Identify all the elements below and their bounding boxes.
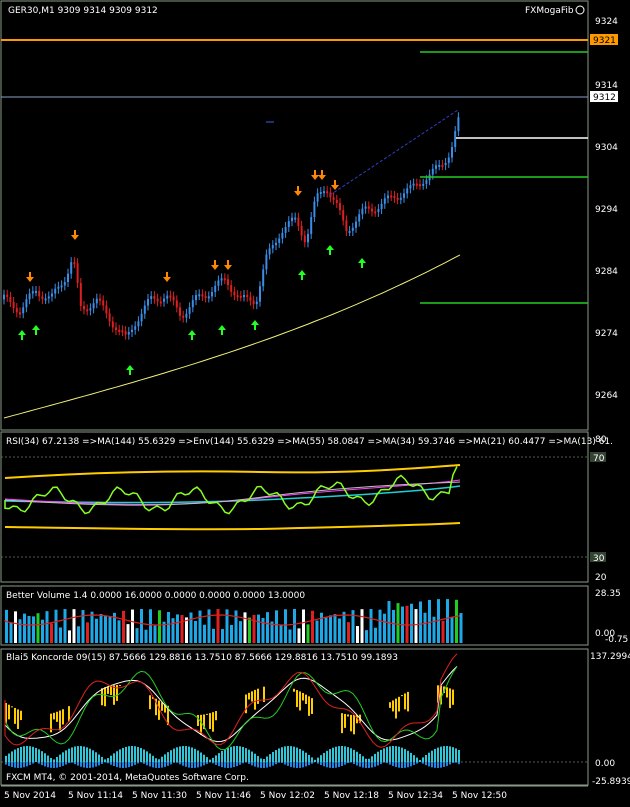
- svg-text:-25.8939: -25.8939: [592, 777, 630, 787]
- svg-text:30: 30: [593, 554, 605, 564]
- svg-text:5 Nov 2014: 5 Nov 2014: [4, 791, 56, 801]
- svg-text:20: 20: [595, 573, 607, 583]
- svg-text:5 Nov 12:18: 5 Nov 12:18: [324, 791, 379, 801]
- svg-text:5 Nov 12:02: 5 Nov 12:02: [260, 791, 315, 801]
- rsi-header: RSI(34) 67.2138 =>MA(144) 55.6329 =>Env(…: [6, 437, 613, 447]
- copyright-text: FXCM MT4, © 2001-2014, MetaQuotes Softwa…: [6, 773, 249, 783]
- svg-text:5 Nov 11:14: 5 Nov 11:14: [68, 791, 123, 801]
- svg-text:28.35: 28.35: [595, 589, 621, 599]
- svg-text:80: 80: [595, 435, 607, 445]
- volume-header: Better Volume 1.4 0.0000 16.0000 0.0000 …: [6, 591, 305, 601]
- svg-text:137.2994: 137.2994: [590, 652, 630, 662]
- svg-text:9304: 9304: [595, 143, 618, 153]
- svg-text:9314: 9314: [595, 81, 618, 91]
- current-price-tag-label: 9312: [593, 93, 616, 103]
- svg-text:5 Nov 12:50: 5 Nov 12:50: [452, 791, 507, 801]
- svg-text:70: 70: [593, 454, 605, 464]
- svg-text:9324: 9324: [595, 17, 618, 27]
- orange-price-tag-label: 9321: [593, 36, 616, 46]
- svg-text:9284: 9284: [595, 267, 618, 277]
- svg-text:0.00: 0.00: [595, 759, 615, 769]
- svg-text:5 Nov 12:34: 5 Nov 12:34: [388, 791, 443, 801]
- symbol-header: GER30,M1 9309 9314 9309 9312: [8, 6, 158, 16]
- svg-text:5 Nov 11:30: 5 Nov 11:30: [132, 791, 187, 801]
- svg-text:9274: 9274: [595, 329, 618, 339]
- svg-text:9294: 9294: [595, 205, 618, 215]
- svg-text:9264: 9264: [595, 391, 618, 401]
- indicator-name: FXMogaFib: [525, 6, 574, 16]
- svg-text:5 Nov 11:46: 5 Nov 11:46: [196, 791, 251, 801]
- koncorde-header: Blai5 Koncorde 09(15) 87.5666 129.8816 1…: [6, 653, 398, 663]
- svg-text:-0.75: -0.75: [605, 635, 628, 645]
